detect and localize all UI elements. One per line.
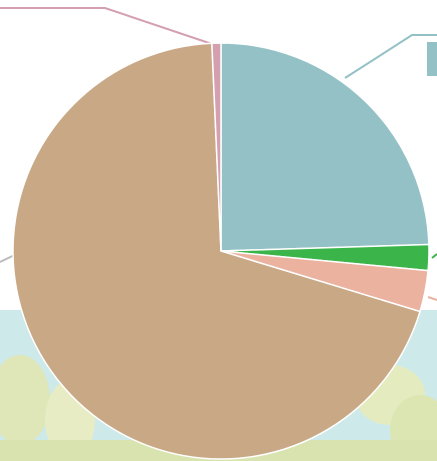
leader-line: [431, 253, 437, 259]
pie-slice: [12, 42, 421, 460]
leader-line: [0, 7, 216, 46]
pie: [12, 42, 430, 460]
pie-slice: [220, 42, 430, 252]
leader-lines: [0, 7, 437, 301]
pie-slice: [211, 42, 222, 252]
legend-swatch: [427, 42, 437, 76]
leader-line: [344, 34, 437, 79]
leader-line: [427, 296, 437, 301]
